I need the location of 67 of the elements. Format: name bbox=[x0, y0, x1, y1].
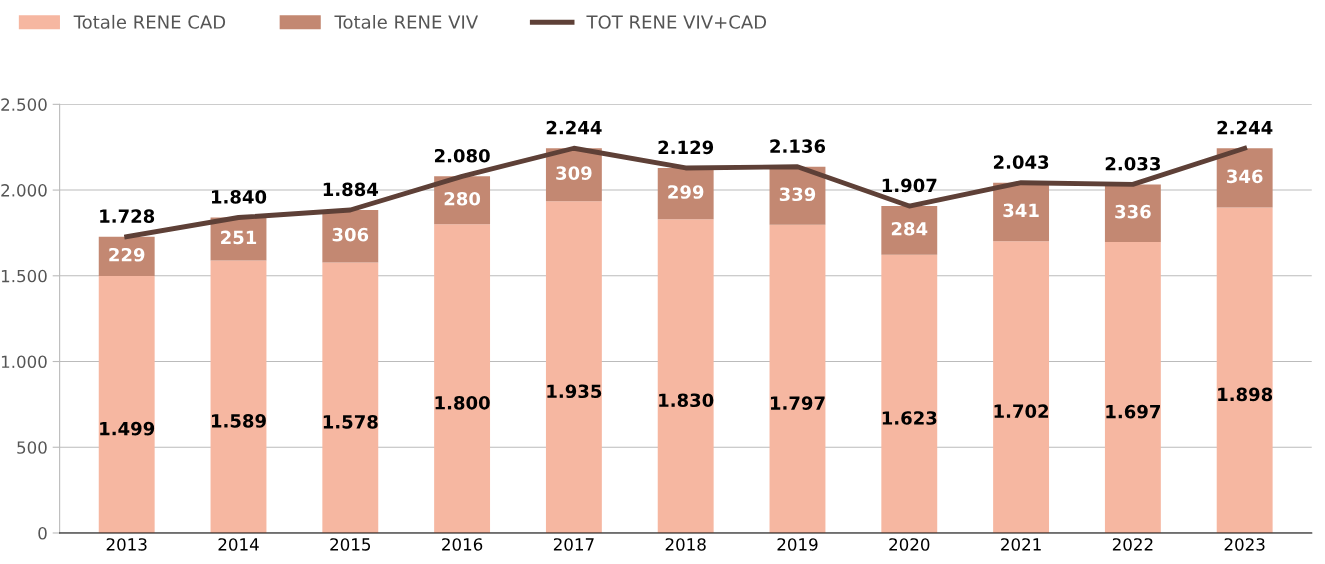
y-tick-label: 500 bbox=[17, 441, 47, 454]
bar bbox=[1104, 242, 1161, 533]
x-tick-label: 2016 bbox=[442, 538, 483, 551]
data-label: 339 bbox=[779, 187, 816, 202]
data-label: 309 bbox=[556, 166, 592, 180]
y-tick-label: 0 bbox=[38, 526, 47, 540]
y-tick-label: 1.500 bbox=[1, 269, 47, 283]
data-label: 2.043 bbox=[993, 155, 1049, 169]
data-label: 299 bbox=[668, 185, 704, 199]
data-label: 346 bbox=[1227, 169, 1263, 184]
legend-label: TOT RENE VIV+CAD bbox=[586, 15, 767, 29]
data-label: 1.499 bbox=[100, 421, 155, 436]
data-label: 1.935 bbox=[547, 384, 602, 399]
bar bbox=[210, 260, 267, 533]
x-tick-label: 2021 bbox=[1001, 538, 1041, 551]
y-tick-label: 1.000 bbox=[1, 355, 47, 369]
x-tick-label: 2023 bbox=[1224, 538, 1265, 551]
data-label: 251 bbox=[221, 230, 257, 245]
x-tick-label: 2019 bbox=[777, 538, 818, 551]
data-label: 1.797 bbox=[770, 396, 825, 410]
data-label: 1.907 bbox=[882, 178, 937, 193]
data-label: 2.080 bbox=[434, 148, 490, 163]
bar bbox=[1216, 148, 1273, 208]
data-label: 2.244 bbox=[1217, 120, 1273, 135]
bar bbox=[769, 224, 826, 533]
data-label: 1.728 bbox=[100, 209, 155, 223]
y-tick-label: 2.000 bbox=[1, 184, 47, 197]
y-tick-label: 2.500 bbox=[1, 98, 47, 111]
legend-label: Totale RENE CAD bbox=[73, 14, 226, 29]
x-tick-label: 2013 bbox=[106, 538, 147, 551]
data-label: 1.840 bbox=[211, 190, 267, 204]
data-label: 229 bbox=[109, 247, 145, 262]
data-label: 1.589 bbox=[211, 414, 266, 428]
x-tick-label: 2020 bbox=[889, 538, 930, 551]
x-tick-label: 2022 bbox=[1112, 538, 1153, 551]
legend-label: Totale RENE VIV bbox=[334, 14, 479, 29]
data-label: 284 bbox=[891, 221, 928, 236]
data-label: 280 bbox=[444, 191, 481, 206]
data-label: 306 bbox=[332, 227, 369, 242]
data-label: 336 bbox=[1115, 204, 1151, 219]
x-tick-label: 2017 bbox=[553, 538, 594, 551]
bar bbox=[881, 254, 938, 533]
bar bbox=[98, 275, 155, 533]
data-label: 1.898 bbox=[1218, 387, 1273, 402]
bar bbox=[322, 262, 379, 533]
bar bbox=[1104, 184, 1161, 243]
data-label: 2.136 bbox=[770, 139, 826, 153]
x-tick-label: 2018 bbox=[665, 538, 706, 551]
bar bbox=[993, 241, 1050, 533]
bar bbox=[434, 224, 491, 533]
bar bbox=[545, 201, 602, 533]
data-label: 1.830 bbox=[659, 393, 714, 408]
data-label: 2.129 bbox=[658, 140, 714, 155]
data-label: 2.244 bbox=[546, 120, 602, 135]
data-label: 2.033 bbox=[1105, 156, 1160, 171]
data-label: 341 bbox=[1003, 203, 1039, 218]
data-label: 1.697 bbox=[1106, 404, 1160, 419]
x-tick-label: 2015 bbox=[330, 538, 371, 551]
bar bbox=[1216, 207, 1273, 533]
data-label: 1.578 bbox=[323, 415, 378, 429]
x-tick-label: 2014 bbox=[218, 538, 259, 551]
bar bbox=[657, 219, 714, 533]
data-label: 1.884 bbox=[323, 182, 379, 197]
bar bbox=[881, 206, 938, 255]
data-label: 1.623 bbox=[882, 411, 937, 425]
data-label: 1.702 bbox=[994, 404, 1049, 419]
data-label: 1.800 bbox=[435, 395, 490, 410]
